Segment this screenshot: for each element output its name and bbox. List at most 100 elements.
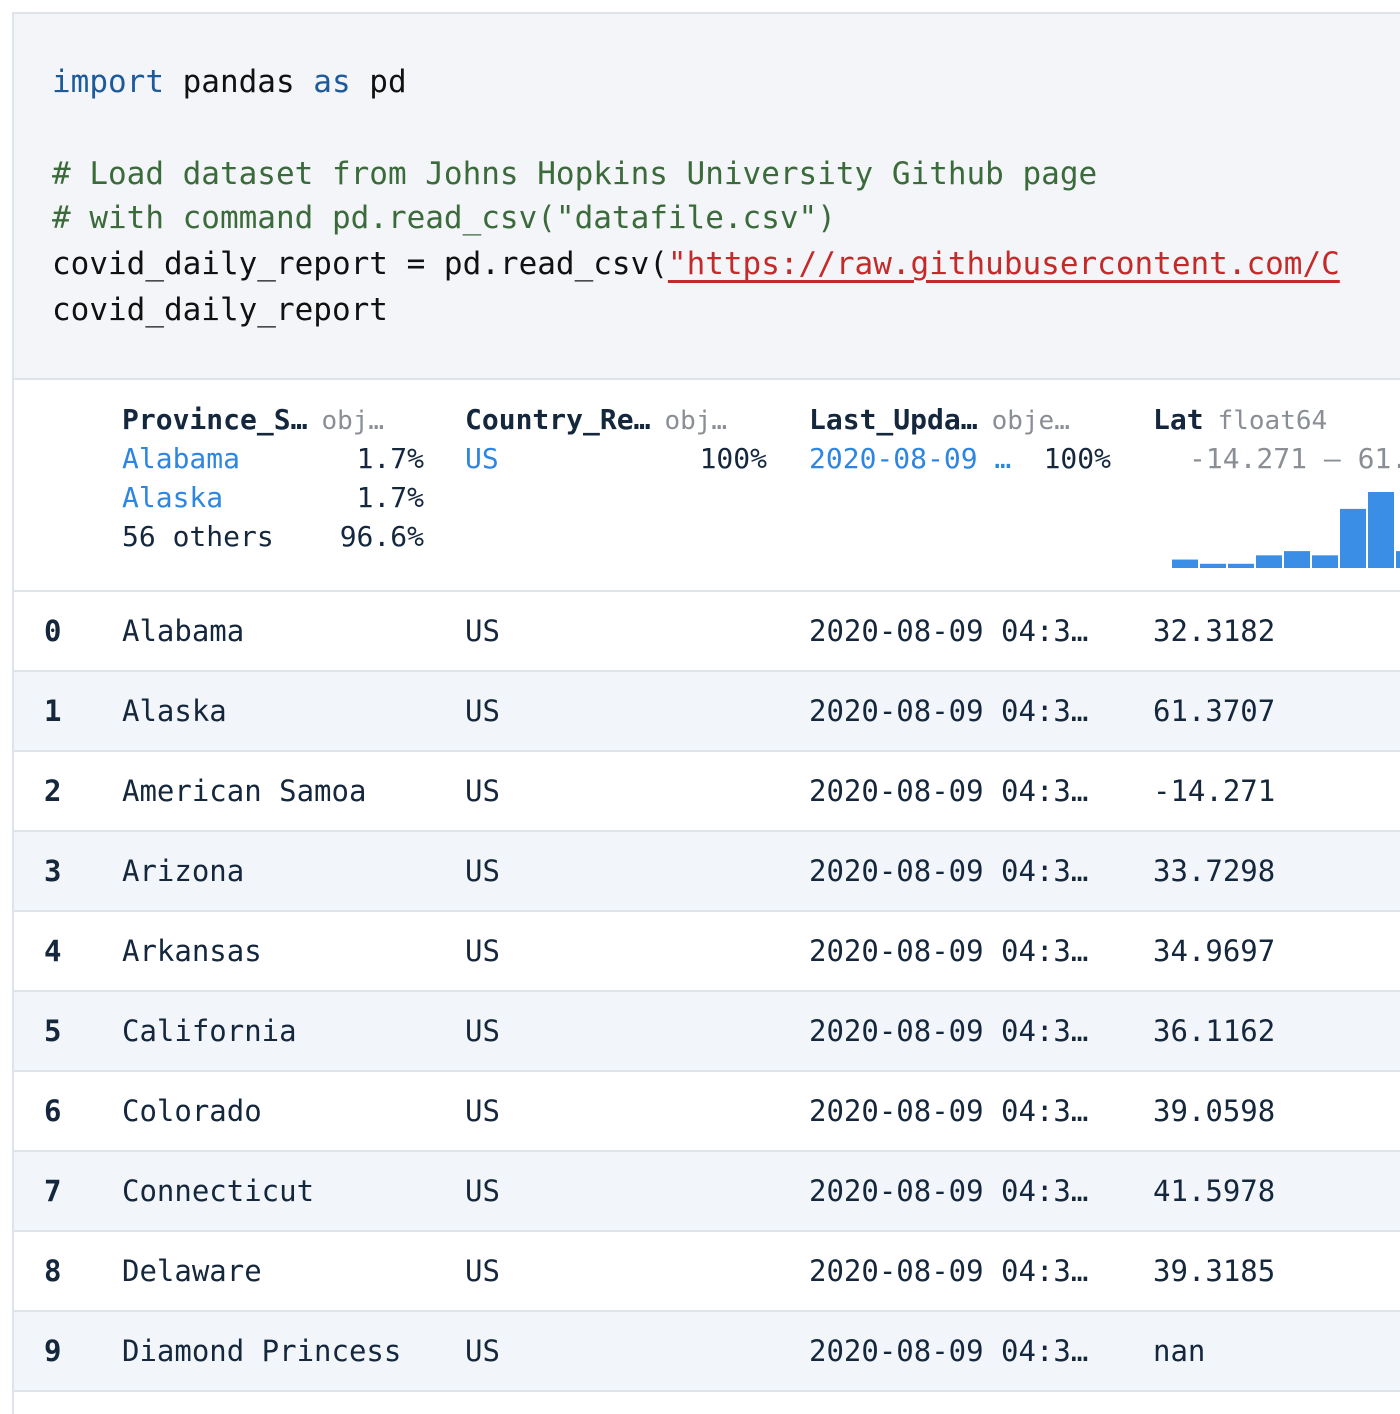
row-index: 2 xyxy=(44,774,62,808)
others-label: 56 others xyxy=(122,520,274,553)
histogram-bar xyxy=(1368,492,1394,568)
cell-province: Diamond Princess xyxy=(122,1334,402,1368)
row-index: 8 xyxy=(44,1254,62,1288)
cell-last-update: 2020-08-09 04:3… xyxy=(809,694,1089,728)
column-summary-country[interactable]: Country_Re… obj… US 100% xyxy=(465,400,767,478)
row-index: 1 xyxy=(44,694,62,728)
cell-last-update: 2020-08-09 04:3… xyxy=(809,1174,1089,1208)
column-type: obj… xyxy=(664,406,728,436)
cell-country: US xyxy=(465,1174,500,1208)
row-index: 0 xyxy=(44,614,62,648)
histogram-bar xyxy=(1256,555,1282,568)
value-percent: 100% xyxy=(1043,442,1111,475)
histogram-bar xyxy=(1228,563,1254,568)
notebook-cell: import pandas as pd # Load dataset from … xyxy=(12,12,1400,1414)
cell-province: Alabama xyxy=(122,614,245,648)
cell-lat: 41.5978 xyxy=(1153,1174,1276,1208)
value-range: -14.271 – 61. xyxy=(1189,442,1400,475)
value-percent: 1.7% xyxy=(356,481,424,514)
cell-last-update: 2020-08-09 04:3… xyxy=(809,1094,1089,1128)
cell-last-update: 2020-08-09 04:3… xyxy=(809,1334,1089,1368)
lat-histogram xyxy=(1172,492,1400,568)
table-row[interactable]: 3 Arizona US 2020-08-09 04:3… 33.7298 xyxy=(14,832,1400,912)
cell-last-update: 2020-08-09 04:3… xyxy=(809,934,1089,968)
table-row[interactable]: 7 Connecticut US 2020-08-09 04:3… 41.5978 xyxy=(14,1152,1400,1232)
cell-province: Connecticut xyxy=(122,1174,315,1208)
histogram-bar xyxy=(1284,551,1310,568)
column-name: Last_Upda… xyxy=(809,403,978,436)
cell-last-update: 2020-08-09 04:3… xyxy=(809,1014,1089,1048)
top-value[interactable]: Alaska xyxy=(122,481,224,514)
row-index: 6 xyxy=(44,1094,62,1128)
row-index: 4 xyxy=(44,934,62,968)
url-string[interactable]: "https://raw.githubusercontent.com/C xyxy=(667,246,1340,282)
code-line-read-csv: covid_daily_report = pd.read_csv("https:… xyxy=(52,246,1340,282)
cell-country: US xyxy=(465,1254,500,1288)
histogram-bar xyxy=(1396,551,1400,568)
code-line-import: import pandas as pd xyxy=(52,64,407,100)
cell-lat: 61.3707 xyxy=(1153,694,1276,728)
cell-country: US xyxy=(465,854,500,888)
code-cell[interactable]: import pandas as pd # Load dataset from … xyxy=(14,14,1400,380)
top-value[interactable]: Alabama xyxy=(122,442,241,475)
cell-province: California xyxy=(122,1014,297,1048)
cell-country: US xyxy=(465,694,500,728)
cell-province: American Samoa xyxy=(122,774,367,808)
keyword: as xyxy=(313,64,351,100)
code-text: pd xyxy=(350,64,407,100)
row-index: 3 xyxy=(44,854,62,888)
cell-last-update: 2020-08-09 04:3… xyxy=(809,854,1089,888)
value-percent: 96.6% xyxy=(339,520,424,553)
cell-last-update: 2020-08-09 04:3… xyxy=(809,1254,1089,1288)
column-type: float64 xyxy=(1217,406,1328,436)
column-name: Lat xyxy=(1153,403,1204,436)
histogram-bar xyxy=(1172,559,1198,568)
cell-lat: nan xyxy=(1153,1334,1206,1368)
top-value[interactable]: 2020-08-09 … xyxy=(809,442,1012,475)
cell-province: Alaska xyxy=(122,694,227,728)
cell-lat: 36.1162 xyxy=(1153,1014,1276,1048)
column-name: Province_S… xyxy=(122,403,308,436)
cell-province: Arizona xyxy=(122,854,245,888)
column-name: Country_Re… xyxy=(465,403,651,436)
row-index: 9 xyxy=(44,1334,62,1368)
row-index: 7 xyxy=(44,1174,62,1208)
code-text: pandas xyxy=(163,64,314,100)
table-row[interactable]: 8 Delaware US 2020-08-09 04:3… 39.3185 xyxy=(14,1232,1400,1312)
cell-last-update: 2020-08-09 04:3… xyxy=(809,774,1089,808)
column-summary-province[interactable]: Province_S… obj… Alabama 1.7% Alaska 1.7% 5… xyxy=(122,400,424,556)
cell-province: Colorado xyxy=(122,1094,262,1128)
code-line-output: covid_daily_report xyxy=(52,292,388,328)
cell-country: US xyxy=(465,1014,500,1048)
column-summary-header: Province_S… obj… Alabama 1.7% Alaska 1.7% 5… xyxy=(14,380,1400,592)
table-row[interactable]: 9 Diamond Princess US 2020-08-09 04:3… nan xyxy=(14,1312,1400,1392)
histogram-bar xyxy=(1340,508,1366,568)
table-row[interactable]: 2 American Samoa US 2020-08-09 04:3… -14.271 xyxy=(14,752,1400,832)
code-text: covid_daily_report = pd.read_csv( xyxy=(52,246,668,282)
table-row[interactable]: 4 Arkansas US 2020-08-09 04:3… 34.9697 xyxy=(14,912,1400,992)
column-type: obj… xyxy=(321,406,385,436)
cell-country: US xyxy=(465,1094,500,1128)
cell-lat: 34.9697 xyxy=(1153,934,1276,968)
cell-lat: 39.3185 xyxy=(1153,1254,1276,1288)
row-index: 5 xyxy=(44,1014,62,1048)
histogram-bar xyxy=(1312,555,1338,568)
cell-country: US xyxy=(465,614,500,648)
cell-country: US xyxy=(465,774,500,808)
table-row[interactable]: 0 Alabama US 2020-08-09 04:3… 32.3182 xyxy=(14,592,1400,672)
table-row[interactable]: 6 Colorado US 2020-08-09 04:3… 39.0598 xyxy=(14,1072,1400,1152)
histogram-bar xyxy=(1200,563,1226,568)
cell-lat: -14.271 xyxy=(1153,774,1276,808)
top-value[interactable]: US xyxy=(465,442,499,475)
code-comment: # with command pd.read_csv("datafile.csv… xyxy=(52,200,836,236)
table-row[interactable]: 1 Alaska US 2020-08-09 04:3… 61.3707 xyxy=(14,672,1400,752)
code-comment: # Load dataset from Johns Hopkins Univer… xyxy=(52,156,1098,192)
column-summary-last-update[interactable]: Last_Upda… obje… 2020-08-09 … 100% xyxy=(809,400,1111,478)
cell-lat: 39.0598 xyxy=(1153,1094,1276,1128)
column-summary-lat[interactable]: Lat float64 -14.271 – 61. xyxy=(1153,400,1400,568)
value-percent: 100% xyxy=(699,442,767,475)
table-row[interactable]: 5 California US 2020-08-09 04:3… 36.1162 xyxy=(14,992,1400,1072)
cell-country: US xyxy=(465,1334,500,1368)
value-percent: 1.7% xyxy=(356,442,424,475)
cell-country: US xyxy=(465,934,500,968)
